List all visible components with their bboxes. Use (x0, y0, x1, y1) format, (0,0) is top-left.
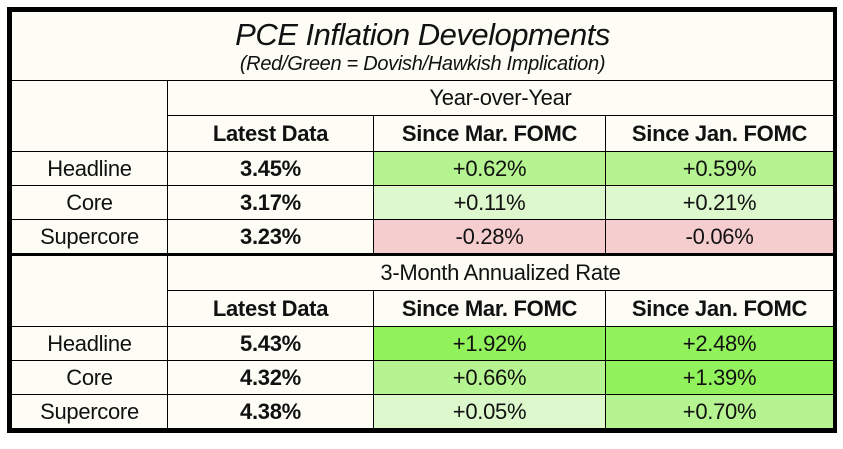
yoy-colheader-since-mar: Since Mar. FOMC (373, 115, 606, 152)
page-title: PCE Inflation Developments (235, 17, 610, 53)
threemo-section-header: 3-Month Annualized Rate (166, 253, 835, 291)
threemo-colheader-since-jan: Since Jan. FOMC (604, 290, 835, 327)
threemo-supercore-since-mar: +0.05% (373, 394, 606, 429)
yoy-core-latest: 3.17% (167, 185, 374, 220)
yoy-headline-latest: 3.45% (167, 151, 374, 186)
yoy-supercore-since-jan: -0.06% (604, 219, 835, 255)
threemo-supercore-since-jan: +0.70% (604, 394, 835, 429)
yoy-headline-since-mar: +0.62% (373, 151, 606, 186)
yoy-core-label: Core (11, 185, 168, 220)
pce-table-sheet: PCE Inflation Developments (Red/Green = … (7, 7, 837, 433)
yoy-supercore-since-mar: -0.28% (373, 219, 606, 255)
pce-table: PCE Inflation Developments (Red/Green = … (10, 11, 835, 429)
threemo-headline-since-mar: +1.92% (373, 326, 606, 361)
threemo-corner-cell (11, 253, 168, 327)
yoy-core-since-jan: +0.21% (604, 185, 835, 220)
yoy-headline-since-jan: +0.59% (604, 151, 835, 186)
page-subtitle: (Red/Green = Dovish/Hawkish Implication) (239, 52, 606, 75)
threemo-colheader-since-mar: Since Mar. FOMC (373, 290, 606, 327)
threemo-colheader-latest: Latest Data (167, 290, 374, 327)
yoy-supercore-label: Supercore (11, 219, 168, 255)
threemo-core-latest: 4.32% (167, 360, 374, 395)
yoy-headline-label: Headline (11, 151, 168, 186)
threemo-core-since-jan: +1.39% (604, 360, 835, 395)
yoy-supercore-latest: 3.23% (167, 219, 374, 255)
table-title-cell: PCE Inflation Developments (Red/Green = … (10, 11, 835, 81)
yoy-corner-cell (11, 80, 168, 152)
threemo-headline-since-jan: +2.48% (604, 326, 835, 361)
threemo-supercore-latest: 4.38% (167, 394, 374, 429)
yoy-colheader-since-jan: Since Jan. FOMC (604, 115, 835, 152)
threemo-core-since-mar: +0.66% (373, 360, 606, 395)
threemo-supercore-label: Supercore (11, 394, 168, 429)
yoy-core-since-mar: +0.11% (373, 185, 606, 220)
yoy-colheader-latest: Latest Data (167, 115, 374, 152)
threemo-headline-latest: 5.43% (167, 326, 374, 361)
threemo-core-label: Core (11, 360, 168, 395)
threemo-headline-label: Headline (11, 326, 168, 361)
yoy-section-header: Year-over-Year (166, 80, 835, 116)
